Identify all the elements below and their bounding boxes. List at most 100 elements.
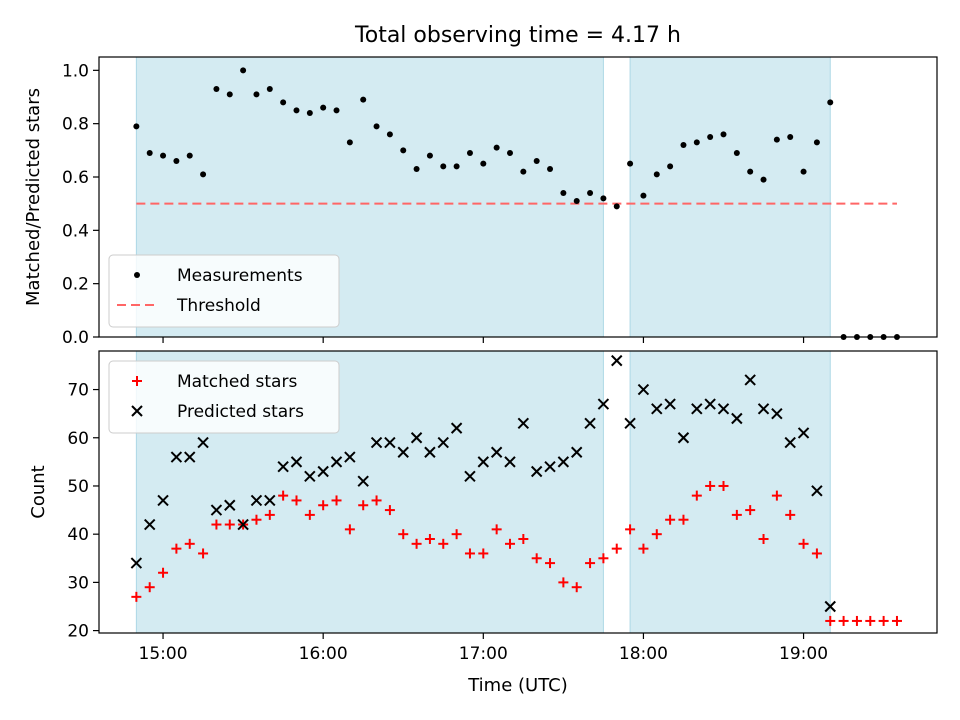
matched-star-point — [424, 534, 435, 544]
measurement-point — [707, 134, 714, 140]
matched-star-point — [611, 543, 622, 554]
predicted-star-point — [424, 446, 436, 458]
predicted-star-point — [143, 518, 156, 531]
predicted-star-point — [664, 398, 676, 410]
matched-star-point — [718, 480, 729, 491]
matched-star-point — [585, 558, 596, 569]
matched-star-point — [184, 538, 195, 549]
matched-star-point — [464, 548, 475, 559]
x-tick-label: 16:00 — [299, 644, 348, 664]
measurement-point — [466, 150, 473, 156]
measurement-point — [787, 134, 794, 140]
predicted-star-point — [597, 398, 610, 410]
matched-star-point — [731, 509, 742, 520]
matched-star-point — [478, 548, 489, 559]
matched-star-point — [851, 615, 862, 626]
predicted-star-point — [264, 494, 276, 507]
measurement-point — [306, 110, 313, 116]
legend-box — [108, 254, 340, 328]
top-axes-frame — [98, 56, 938, 338]
predicted-star-point — [731, 412, 743, 425]
measurement-point — [653, 171, 660, 178]
x-axis-label: Time (UTC) — [467, 675, 568, 696]
predicted-star-point — [504, 456, 516, 468]
measurement-point — [547, 166, 554, 172]
matched-star-point — [504, 538, 515, 549]
matched-star-point — [771, 490, 782, 501]
measurement-point — [520, 168, 527, 175]
top-panel: 0.0 0.2 0.4 0.6 0.8 1.0 Measurements Threshold — [62, 56, 938, 348]
measurement-point — [160, 152, 167, 159]
matched-star-point — [678, 514, 689, 525]
measurement-point — [813, 139, 820, 146]
predicted-star-point — [170, 451, 183, 463]
measurement-point — [560, 190, 567, 196]
predicted-star-point — [317, 465, 329, 478]
matched-star-point — [785, 509, 796, 520]
bottom-panel: 20 30 40 50 60 70 15:00 16:00 17:00 18:00 19:00 Mat… — [67, 350, 938, 664]
matched-star-point — [745, 505, 756, 516]
matched-star-point — [625, 524, 636, 535]
bottom-shaded-interval — [629, 350, 831, 634]
matched-star-point — [651, 529, 662, 540]
predicted-star-point — [651, 403, 663, 415]
measurement-point — [760, 176, 767, 183]
matched-star-point — [251, 514, 262, 525]
x-tick-label: 17:00 — [459, 644, 508, 664]
top-shaded-interval — [629, 56, 831, 338]
legend-label: Threshold — [176, 296, 261, 316]
measurement-point — [346, 139, 353, 146]
measurement-point — [333, 107, 340, 114]
matched-star-point — [798, 538, 809, 549]
matched-star-point — [598, 553, 609, 564]
matched-star-point — [531, 553, 542, 564]
measurement-point — [360, 96, 367, 103]
matched-star-point — [411, 538, 422, 549]
matched-star-point — [825, 615, 836, 626]
predicted-star-point — [184, 451, 196, 463]
predicted-star-point — [290, 456, 303, 468]
measurement-point — [773, 136, 780, 143]
measurement-point — [667, 163, 674, 170]
measurement-point — [627, 160, 634, 167]
bottom-y-tick-label: 30 — [67, 573, 89, 593]
top-legend: Measurements Threshold — [108, 254, 340, 328]
matched-star-point — [438, 538, 449, 549]
measurement-point — [173, 158, 180, 164]
top-y-tick-label: 0.6 — [62, 168, 89, 188]
measurement-point — [266, 86, 273, 92]
bottom-y-tick-label: 50 — [67, 477, 89, 497]
measurement-point — [747, 168, 754, 175]
predicted-star-point — [250, 494, 263, 507]
predicted-star-point — [624, 417, 636, 430]
matched-star-point — [758, 534, 769, 544]
matched-star-point — [344, 524, 355, 535]
measurement-point — [320, 104, 327, 111]
measurement-point — [226, 91, 233, 98]
top-y-axis-label: Matched/Predicted stars — [23, 88, 44, 306]
measurement-point — [293, 107, 300, 114]
top-y-tick-label: 0.0 — [62, 328, 89, 348]
predicted-star-point — [757, 403, 770, 415]
measurement-point — [386, 131, 393, 138]
measurement-point — [600, 195, 607, 202]
matched-star-point — [865, 615, 876, 626]
matched-star-point — [878, 615, 889, 626]
matched-star-point — [278, 490, 289, 501]
predicted-star-point — [157, 494, 169, 507]
matched-star-point — [398, 529, 409, 540]
legend-marker-dot — [134, 272, 140, 278]
bottom-legend: Matched stars Predicted stars — [108, 360, 340, 434]
matched-star-point — [371, 495, 382, 506]
measurement-point — [146, 150, 153, 156]
measurement-point — [426, 152, 433, 159]
matched-star-point — [264, 509, 275, 520]
predicted-star-point — [357, 475, 369, 487]
measurement-point — [400, 147, 407, 154]
matched-star-point — [198, 548, 209, 559]
matched-star-point — [318, 500, 329, 511]
measurement-point — [240, 67, 247, 74]
predicted-star-point — [637, 383, 650, 396]
predicted-star-point — [784, 436, 796, 449]
legend-label: Predicted stars — [177, 402, 304, 422]
